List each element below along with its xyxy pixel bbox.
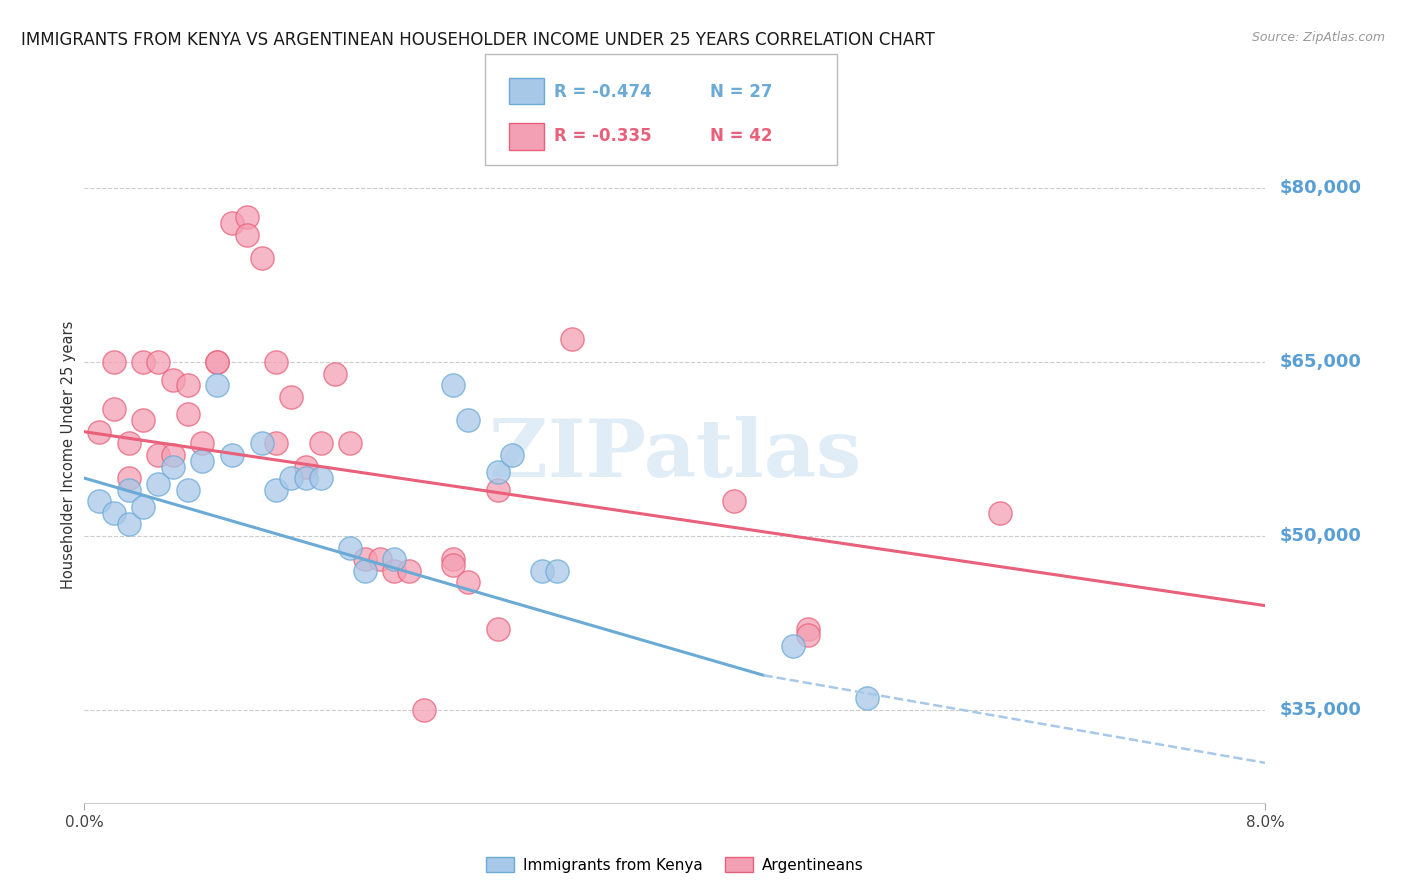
Text: IMMIGRANTS FROM KENYA VS ARGENTINEAN HOUSEHOLDER INCOME UNDER 25 YEARS CORRELATI: IMMIGRANTS FROM KENYA VS ARGENTINEAN HOU… [21, 31, 935, 49]
Point [797, 628, 820, 642]
Point [87, 425, 111, 439]
Point [398, 564, 420, 578]
Point [177, 407, 200, 422]
Text: R = -0.335: R = -0.335 [554, 128, 651, 145]
Point [295, 459, 318, 474]
Point [782, 639, 804, 653]
Point [486, 483, 509, 497]
Point [339, 541, 361, 555]
Point [118, 471, 141, 485]
Point [264, 483, 288, 497]
Point [250, 436, 273, 450]
Point [339, 436, 361, 450]
Point [132, 413, 155, 427]
Point [205, 378, 228, 392]
Text: $35,000: $35,000 [1279, 701, 1361, 719]
Point [531, 564, 554, 578]
Point [191, 436, 214, 450]
Point [855, 691, 877, 706]
Point [354, 564, 377, 578]
Point [295, 471, 318, 485]
Point [382, 552, 406, 566]
Point [132, 355, 155, 369]
Point [309, 436, 332, 450]
Point [443, 378, 465, 392]
Point [264, 436, 288, 450]
Point [205, 355, 228, 369]
Point [162, 448, 184, 462]
Point [148, 355, 170, 369]
Point [280, 471, 302, 485]
Text: Source: ZipAtlas.com: Source: ZipAtlas.com [1251, 31, 1385, 45]
Point [235, 211, 259, 225]
Point [177, 483, 200, 497]
Text: R = -0.474: R = -0.474 [554, 83, 652, 101]
Point [177, 378, 200, 392]
Point [280, 390, 302, 404]
Point [988, 506, 1011, 520]
Point [443, 558, 465, 573]
Point [354, 552, 377, 566]
Point [797, 622, 820, 636]
Point [309, 471, 332, 485]
Point [546, 564, 568, 578]
Point [264, 355, 288, 369]
Point [250, 251, 273, 265]
Point [118, 436, 141, 450]
Text: ZIPatlas: ZIPatlas [489, 416, 860, 494]
Point [486, 466, 509, 480]
Point [148, 448, 170, 462]
Point [457, 413, 479, 427]
Point [205, 355, 228, 369]
Point [443, 552, 465, 566]
Text: $80,000: $80,000 [1279, 179, 1361, 197]
Point [560, 332, 583, 346]
Point [191, 453, 214, 467]
Point [221, 216, 243, 230]
Point [118, 483, 141, 497]
Point [221, 448, 243, 462]
Point [118, 517, 141, 532]
Point [132, 500, 155, 514]
Point [723, 494, 745, 508]
Point [413, 703, 436, 717]
Point [368, 552, 391, 566]
Point [148, 476, 170, 491]
Point [486, 622, 509, 636]
Text: N = 42: N = 42 [710, 128, 772, 145]
Point [323, 367, 347, 381]
Point [162, 373, 184, 387]
Point [162, 459, 184, 474]
Y-axis label: Householder Income Under 25 years: Householder Income Under 25 years [60, 321, 76, 589]
Point [501, 448, 523, 462]
Point [457, 575, 479, 590]
Text: $65,000: $65,000 [1279, 353, 1361, 371]
Point [382, 564, 406, 578]
Point [103, 355, 125, 369]
Point [103, 401, 125, 416]
Legend: Immigrants from Kenya, Argentineans: Immigrants from Kenya, Argentineans [479, 851, 870, 879]
Point [103, 506, 125, 520]
Point [235, 227, 259, 242]
Point [87, 494, 111, 508]
Text: N = 27: N = 27 [710, 83, 772, 101]
Text: $50,000: $50,000 [1279, 527, 1361, 545]
